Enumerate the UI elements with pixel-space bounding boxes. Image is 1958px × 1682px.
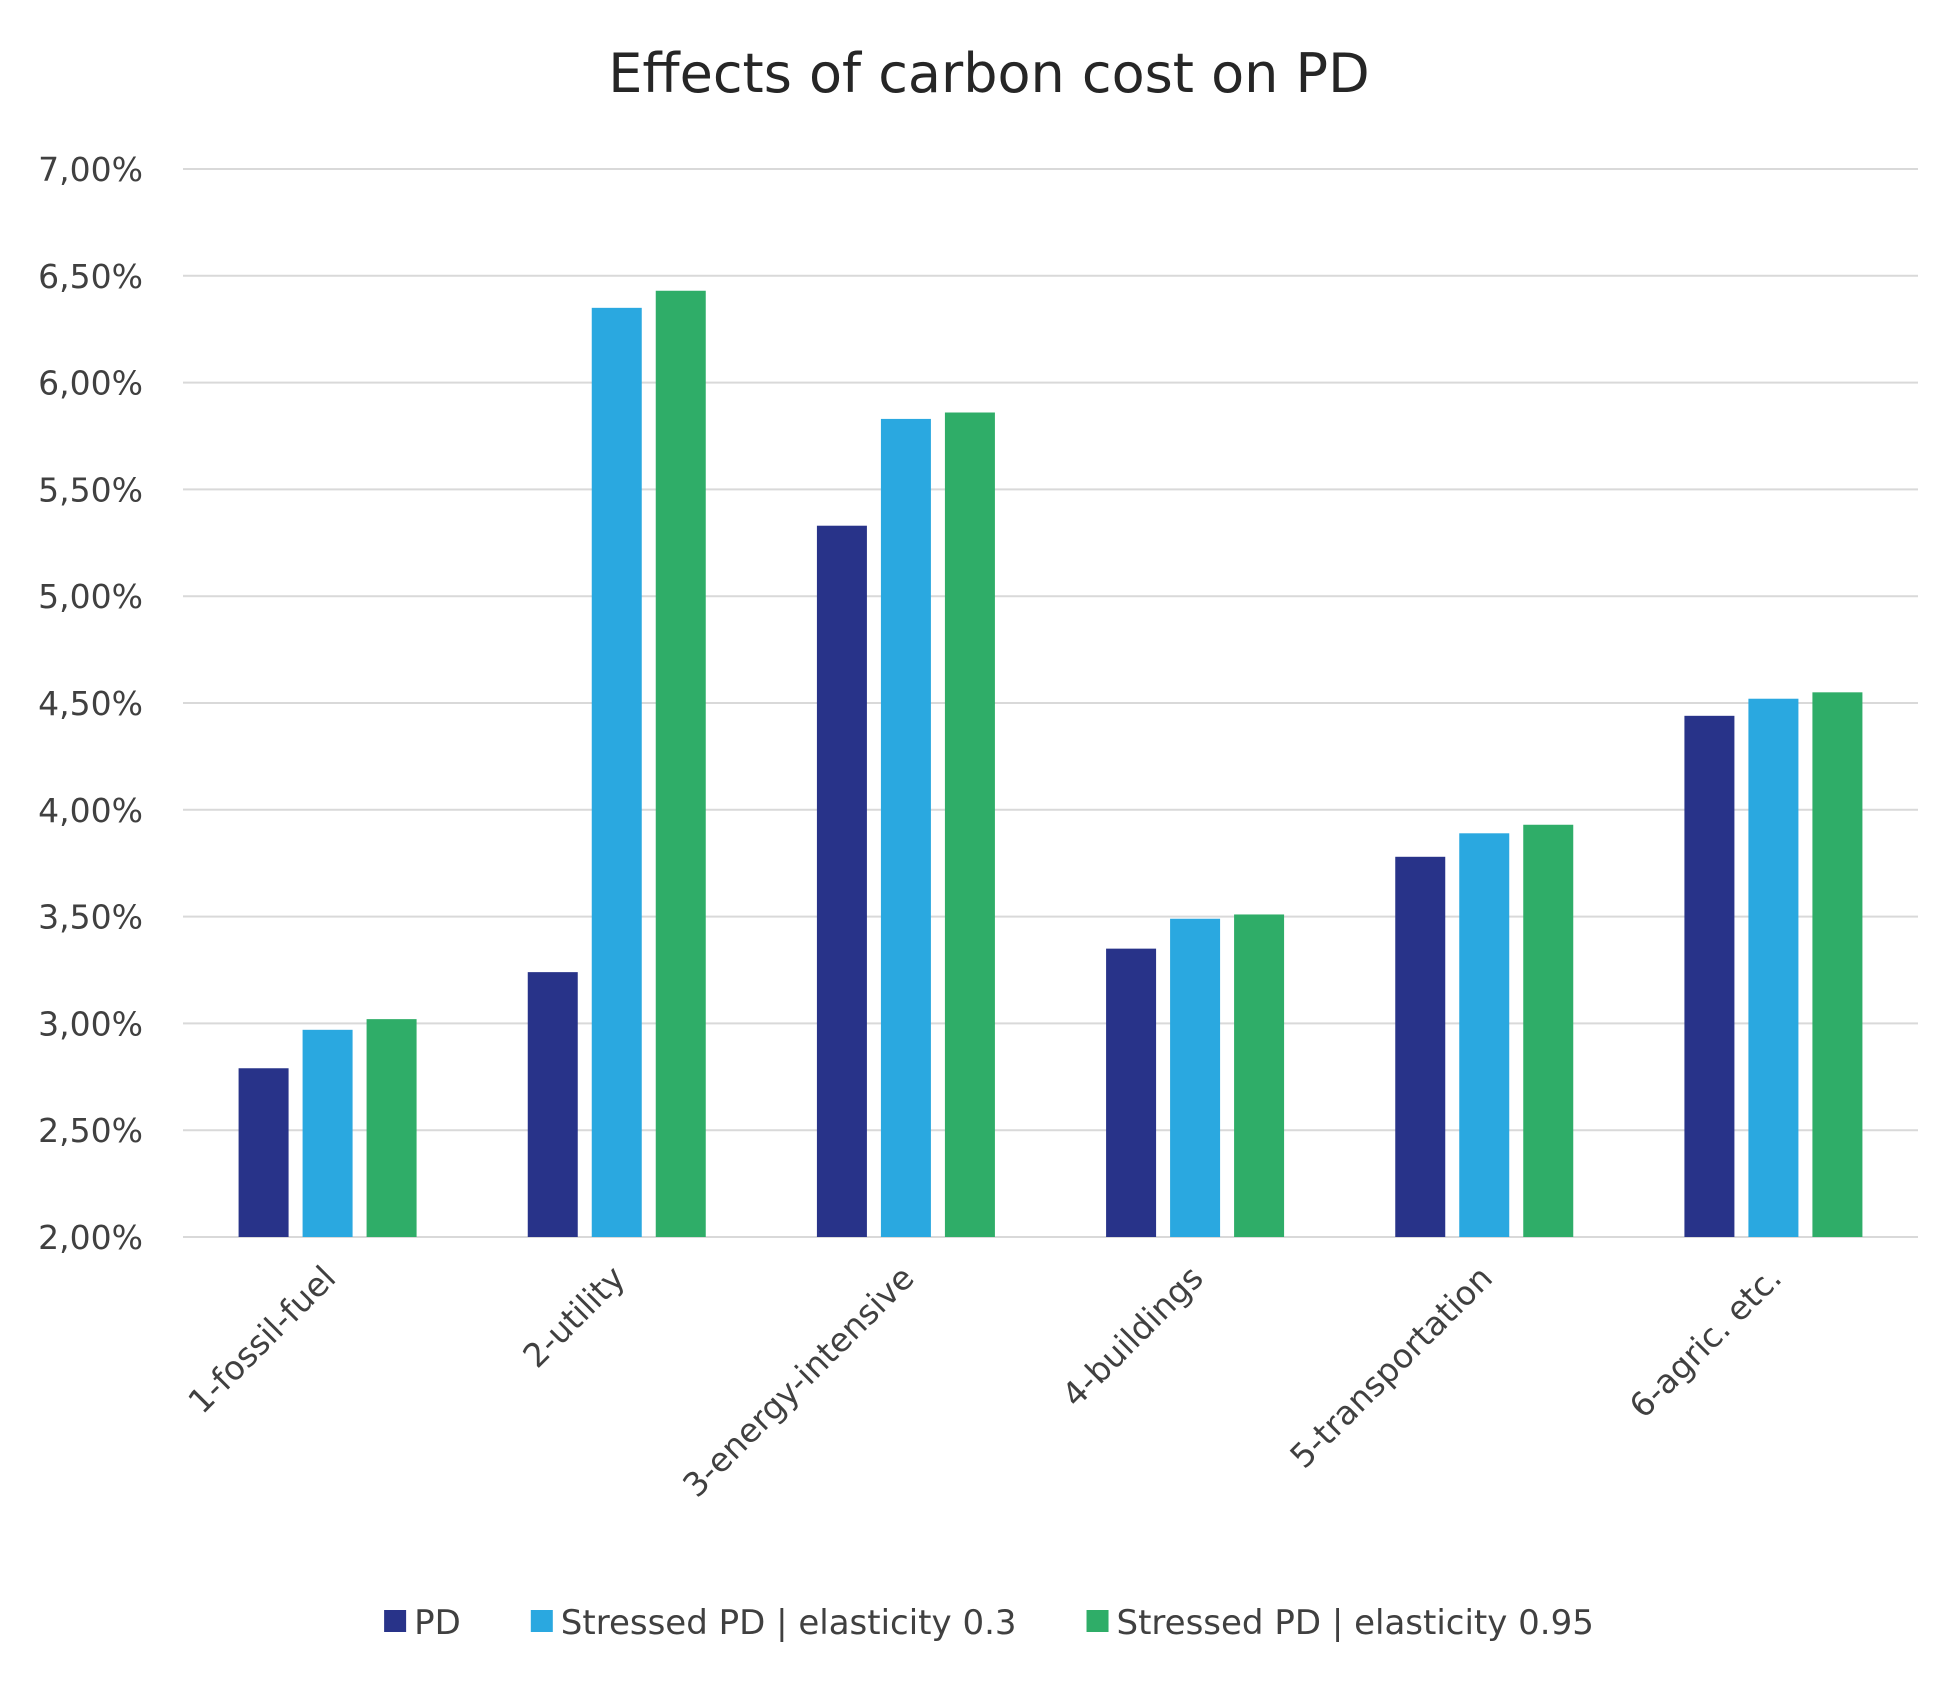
bar-2-5 [1459, 833, 1510, 1237]
x-tick-label: 2-utility [515, 1258, 632, 1375]
y-tick-label: 2,00% [38, 1218, 143, 1257]
chart-title: Effects of carbon cost on PD [608, 42, 1369, 105]
legend-swatch [384, 1610, 407, 1632]
y-tick-label: 2,50% [38, 1111, 143, 1150]
bar-1-6 [1684, 715, 1735, 1237]
bar-1-5 [1395, 856, 1446, 1237]
legend-label: Stressed PD | elasticity 0.3 [561, 1603, 1017, 1643]
bar-1-1 [238, 1068, 289, 1237]
bar-1-3 [816, 525, 867, 1237]
x-tick-label: 1-fossil-fuel [180, 1258, 343, 1421]
gridlines [183, 168, 1918, 1238]
legend-label: PD [414, 1603, 461, 1643]
bar-2-4 [1170, 918, 1221, 1237]
bar-2-3 [880, 418, 931, 1237]
legend-label: Stressed PD | elasticity 0.95 [1117, 1603, 1594, 1643]
bar-3-5 [1523, 824, 1574, 1237]
x-tick-label: 4-buildings [1054, 1258, 1210, 1414]
bar-3-6 [1812, 692, 1863, 1237]
x-axis-ticks: 1-fossil-fuel 2-utility 3-energy-intensive… [180, 1258, 1789, 1505]
y-tick-label: 3,00% [38, 1004, 143, 1043]
y-axis-ticks: 2,00% 2,50% 3,00% 3,50% 4,00% 4,50% 5,00% 5,50%… [38, 150, 143, 1257]
legend: PD Stressed PD | elasticity 0.3 Stressed P… [384, 1603, 1594, 1643]
x-tick-label: 6-agric. etc. [1622, 1258, 1789, 1425]
bar-3-4 [1234, 914, 1285, 1237]
x-tick-label: 3-energy-intensive [675, 1258, 922, 1505]
y-tick-label: 6,00% [38, 364, 143, 403]
y-tick-label: 4,00% [38, 791, 143, 830]
y-tick-label: 4,50% [38, 684, 143, 723]
bar-2-6 [1748, 698, 1799, 1237]
y-tick-label: 5,50% [38, 470, 143, 509]
x-tick-label: 5-transportation [1282, 1258, 1500, 1476]
legend-swatch [530, 1610, 553, 1632]
y-tick-label: 7,00% [38, 150, 143, 189]
bar-1-4 [1106, 948, 1157, 1237]
y-tick-label: 6,50% [38, 257, 143, 296]
bar-2-1 [302, 1029, 353, 1237]
bar-3-2 [655, 290, 706, 1237]
bar-1-2 [527, 972, 578, 1237]
legend-item: Stressed PD | elasticity 0.95 [1086, 1603, 1594, 1643]
bar-2-2 [591, 307, 642, 1238]
y-tick-label: 3,50% [38, 898, 143, 937]
bars [238, 290, 1863, 1238]
y-tick-label: 5,00% [38, 577, 143, 616]
legend-item: Stressed PD | elasticity 0.3 [530, 1603, 1017, 1643]
legend-swatch [1086, 1610, 1109, 1632]
bar-3-3 [944, 412, 995, 1237]
bar-3-1 [366, 1019, 417, 1237]
legend-item: PD [384, 1603, 461, 1643]
